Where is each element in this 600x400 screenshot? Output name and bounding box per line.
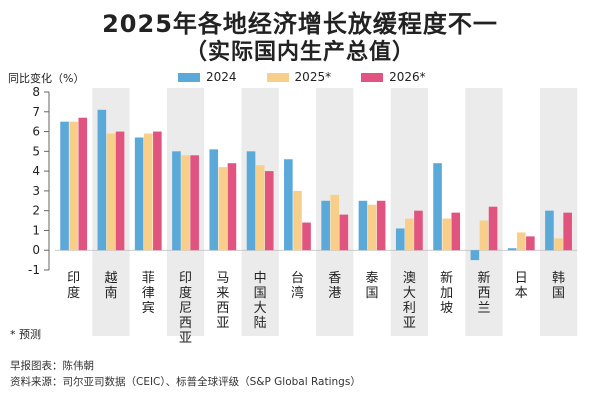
bar (330, 194, 340, 251)
bar (293, 190, 302, 251)
y-tick-label: 2 (32, 204, 40, 218)
chart-credit: 早报图表：陈伟朝 (10, 360, 94, 372)
bar (78, 117, 88, 251)
y-tick-label: 1 (32, 223, 40, 237)
bar (255, 165, 265, 251)
bar (321, 200, 330, 251)
bar (488, 206, 498, 251)
bar (358, 200, 368, 251)
x-tick-label: 新加坡 (440, 270, 453, 316)
bar (433, 163, 442, 251)
x-tick-label: 菲律宾 (142, 271, 155, 316)
legend-swatch (361, 72, 384, 82)
x-tick-label: 澳大利亚 (403, 270, 416, 331)
x-tick-label: 中国大陆 (254, 271, 267, 331)
bar (284, 159, 293, 251)
legend-swatch (266, 72, 289, 82)
x-tick-label: 泰国 (366, 271, 379, 301)
x-tick-label: 台湾 (291, 271, 304, 301)
y-tick-label: 6 (32, 125, 40, 139)
forecast-note: * 预测 (10, 328, 41, 341)
bar (106, 133, 116, 251)
bar (442, 218, 451, 251)
bar (172, 151, 181, 251)
chart-subtitle: （实际国内生产总值） (184, 40, 415, 65)
legend-item-2025: 2025* (266, 70, 332, 84)
x-tick-label: 韩国 (552, 271, 565, 301)
x-tick-label: 香港 (328, 271, 341, 301)
bar (545, 210, 554, 251)
x-tick-label: 日本 (515, 271, 528, 301)
legend-label: 2026* (389, 70, 426, 84)
bar (218, 167, 228, 251)
bar (414, 210, 423, 251)
bar (115, 131, 125, 251)
bar (367, 204, 377, 251)
x-tick-label: 马来西亚 (216, 271, 229, 331)
y-tick-label: 4 (32, 164, 40, 178)
data-source: 资料来源：司尔亚司数据（CEIC）、标普全球评级（S&P Global Rati… (10, 376, 361, 388)
bar (507, 248, 517, 251)
bar (451, 212, 461, 251)
x-tick-label: 越南 (104, 271, 117, 301)
y-tick-label: 5 (32, 144, 40, 158)
legend-item-2026: 2026* (361, 70, 426, 84)
bar (470, 250, 480, 261)
bar (246, 151, 256, 251)
bar (526, 236, 535, 251)
x-tick-label: 印度 (67, 271, 80, 301)
bar (181, 155, 190, 251)
bar (153, 131, 162, 251)
legend-label: 2025* (294, 70, 332, 84)
bar (209, 149, 219, 251)
bar (60, 121, 69, 251)
bar (97, 109, 107, 251)
y-axis-label: 同比变化（%） (8, 72, 85, 85)
legend-swatch (178, 72, 200, 82)
x-tick-label: 新西兰 (477, 270, 490, 316)
bar (190, 155, 199, 251)
bar (227, 163, 237, 251)
bar (376, 200, 386, 251)
bar (339, 214, 349, 251)
y-tick-label: 0 (32, 243, 40, 257)
legend: 2024 2025* 2026* (178, 70, 426, 84)
bar (405, 218, 414, 251)
bar (479, 220, 489, 251)
bar (143, 133, 153, 251)
y-tick-label: 8 (32, 85, 40, 99)
bar (554, 238, 563, 251)
x-tick-label: 印度尼西亚 (179, 271, 192, 346)
bar (302, 222, 311, 251)
bar (563, 212, 572, 251)
bar (134, 137, 144, 251)
legend-item-2024: 2024 (178, 70, 237, 84)
bar (516, 232, 526, 251)
legend-label: 2024 (206, 70, 237, 84)
y-tick-label: 3 (32, 184, 40, 198)
chart-title: 2025年各地经济增长放缓程度不一 (102, 10, 498, 38)
bar (264, 171, 274, 251)
bar (395, 228, 405, 251)
y-tick-label: 7 (32, 105, 40, 119)
y-tick-label: -1 (28, 263, 40, 277)
bar (69, 121, 78, 251)
